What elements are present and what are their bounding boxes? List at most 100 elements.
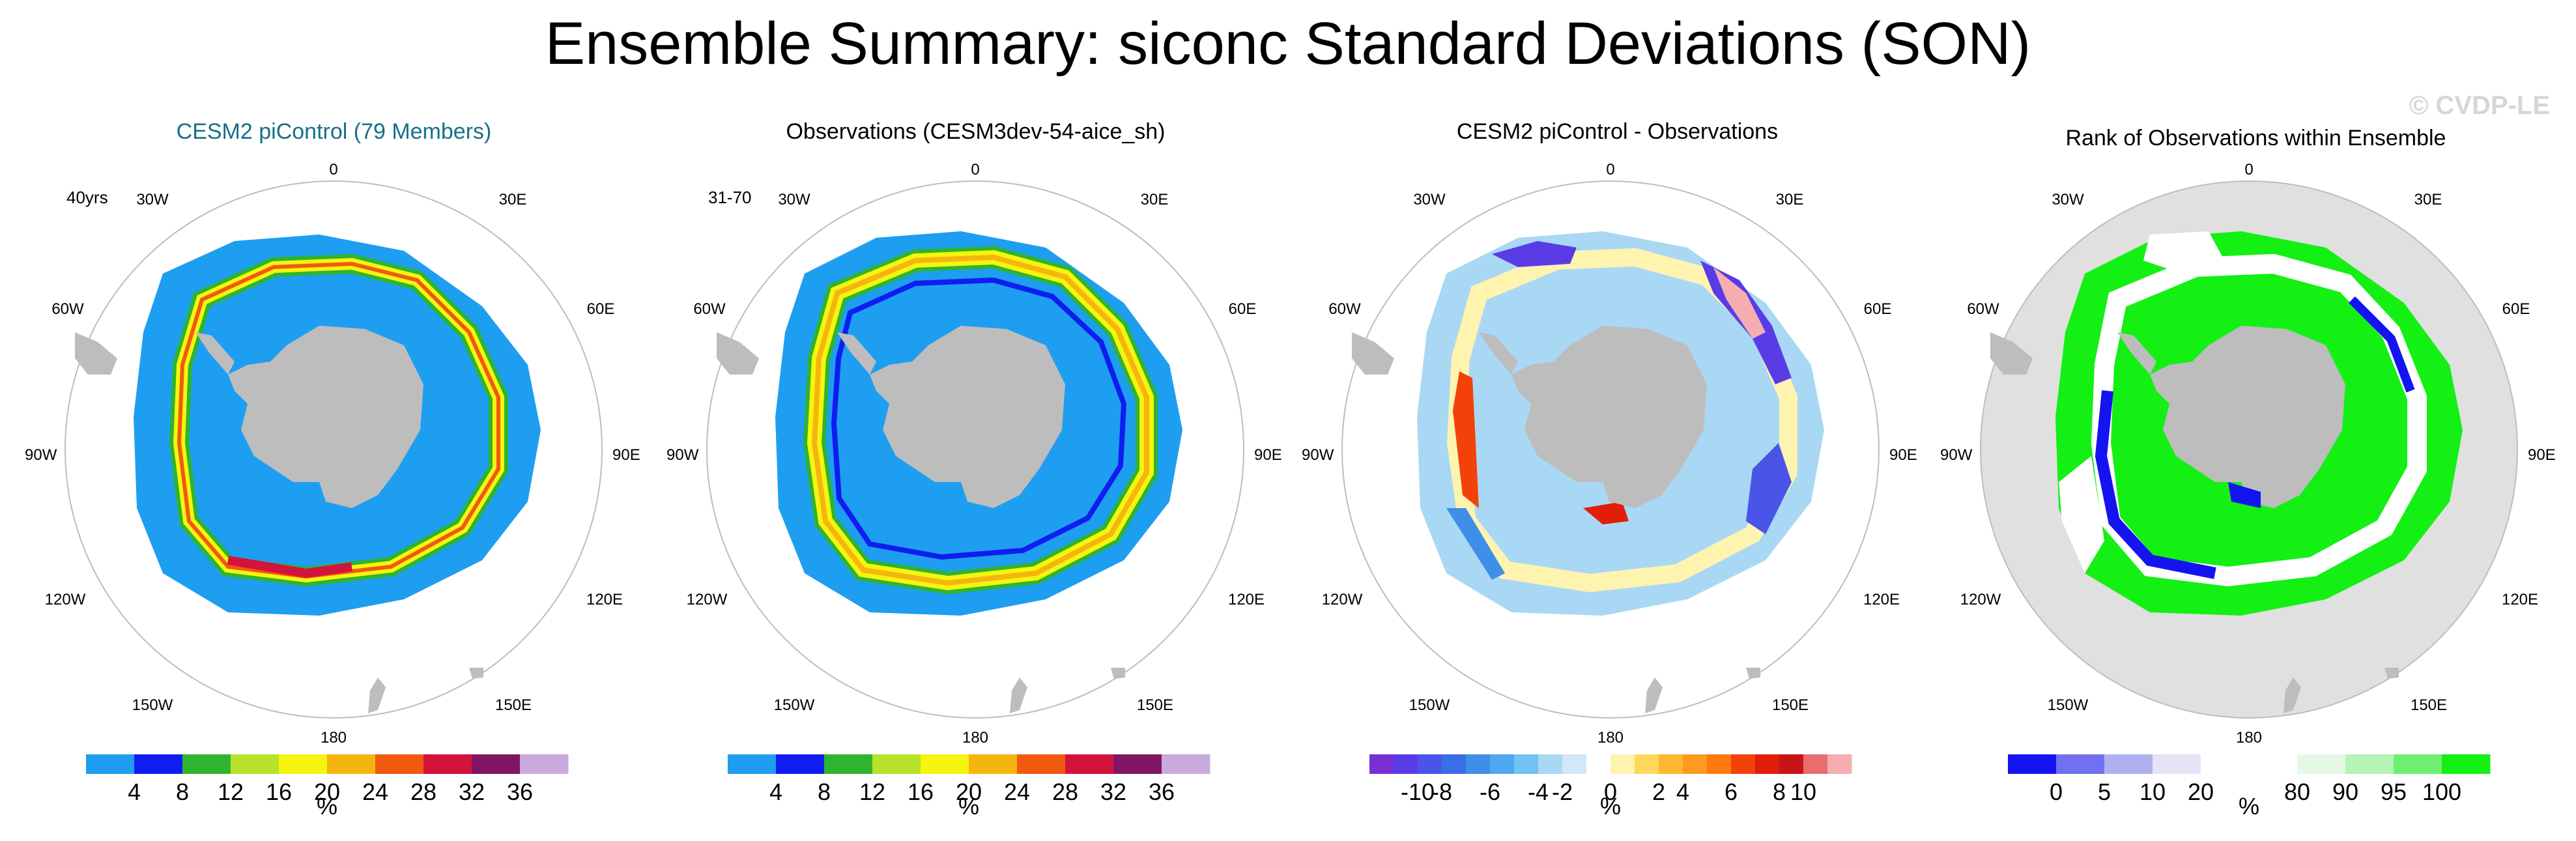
colorbar-swatch <box>1707 754 1732 774</box>
lon-label-60e: 60E <box>1864 300 1892 318</box>
colorbar-tick-label: 32 <box>459 778 485 805</box>
colorbar-swatch <box>2345 754 2394 774</box>
colorbar-swatch <box>1803 754 1828 774</box>
lon-label-60w: 60W <box>1967 300 1999 318</box>
diff-patch-blue <box>1746 443 1792 534</box>
colorbar-tick-label: 24 <box>362 778 388 805</box>
colorbar-swatch <box>1610 754 1635 774</box>
lon-label-0: 0 <box>971 161 979 178</box>
colorbar-swatch <box>2201 754 2250 774</box>
lon-label-150e: 150E <box>1772 696 1809 714</box>
colorbar-tick-label: 28 <box>410 778 436 805</box>
lon-label-120w: 120W <box>1960 591 2001 608</box>
rank-patch-blue <box>2228 482 2261 508</box>
colorbar-swatch <box>520 754 569 774</box>
lon-label-90e: 90E <box>1254 446 1282 464</box>
inner-ring-darkblue <box>831 277 1127 560</box>
colorbar-swatch <box>1538 754 1563 774</box>
page-title: Ensemble Summary: siconc Standard Deviat… <box>545 10 2031 77</box>
tasmania-land <box>2384 668 2399 679</box>
lon-label-120w: 120W <box>1322 591 1363 608</box>
colorbar-swatch <box>1586 754 1611 774</box>
lon-label-150w: 150W <box>774 696 815 714</box>
colorbar-tick-label: 10 <box>2140 778 2166 805</box>
rank-patch-blue <box>2349 296 2415 393</box>
tasmania-land <box>1111 668 1125 679</box>
rank-patch-white <box>2059 456 2104 573</box>
lon-label-150w: 150W <box>2048 696 2089 714</box>
lon-label-90w: 90W <box>666 446 699 464</box>
colorbar-swatch <box>728 754 777 774</box>
lon-label-120e: 120E <box>1863 591 1900 608</box>
colorbar-swatch <box>1659 754 1683 774</box>
colorbar-tick-label: 32 <box>1100 778 1126 805</box>
lon-label-60w: 60W <box>693 300 726 318</box>
lon-label-60e: 60E <box>1229 300 1257 318</box>
panel-subtitle: 40yrs <box>66 188 108 207</box>
south-america-land <box>75 332 117 375</box>
colorbar-tick-label: -2 <box>1552 778 1573 805</box>
colorbar-tick-label: 100 <box>2422 778 2461 805</box>
colorbar-tick-label: 10 <box>1790 778 1816 805</box>
colorbar-tick-label: 12 <box>218 778 244 805</box>
colorbar-swatch <box>1827 754 1852 774</box>
diff-patch-red <box>1453 371 1479 508</box>
colorbar-swatch <box>921 754 969 774</box>
south-america-land <box>717 332 759 375</box>
colorbar-tick-label: 36 <box>507 778 533 805</box>
lon-label-30e: 30E <box>2414 191 2442 208</box>
colorbar-tick-label: -10 <box>1401 778 1435 805</box>
colorbar-tick-label: 5 <box>2098 778 2111 805</box>
colorbar-tick-label: -6 <box>1480 778 1500 805</box>
panel-title: CESM2 piControl - Observations <box>1456 119 1779 144</box>
lon-label-180: 180 <box>2236 729 2262 747</box>
variance-peak <box>227 556 352 578</box>
panel-rank: Rank of Observations within Ensemble 0 1… <box>1935 117 2576 834</box>
colorbar-swatch <box>231 754 279 774</box>
colorbar-swatch <box>86 754 135 774</box>
antarctica-land <box>228 326 423 508</box>
lon-label-30w: 30W <box>1413 191 1446 208</box>
colorbar-swatch <box>423 754 472 774</box>
polar-map: 0 180 30W 30E 60W 60E 90W 90E 120W 120E … <box>666 161 1282 820</box>
colorbar-tick-label: 95 <box>2381 778 2407 805</box>
colorbar-swatch <box>1162 754 1210 774</box>
polar-map: 0 180 30W 30E 60W 60E 90W 90E 120W 120E … <box>25 161 640 820</box>
colorbar-swatch <box>1490 754 1515 774</box>
new-zealand-land <box>368 677 386 713</box>
peninsula-land <box>1479 332 1518 375</box>
colorbar-tick-label: 20 <box>2188 778 2214 805</box>
panel-title: Observations (CESM3dev-54-aice_sh) <box>786 119 1166 144</box>
peninsula-land <box>2117 332 2156 375</box>
lon-label-150e: 150E <box>2411 696 2447 714</box>
colorbar-swatch <box>182 754 231 774</box>
colorbar-swatch <box>134 754 183 774</box>
colorbar-tick-label: 4 <box>769 778 782 805</box>
colorbar-swatch <box>2297 754 2346 774</box>
colorbar-swatch <box>872 754 921 774</box>
lon-label-120e: 120E <box>1228 591 1265 608</box>
lon-label-30e: 30E <box>1776 191 1804 208</box>
lon-label-90w: 90W <box>1302 446 1334 464</box>
lon-label-180: 180 <box>962 729 988 747</box>
colorbar-swatch <box>1418 754 1442 774</box>
lon-label-150e: 150E <box>495 696 532 714</box>
south-america-land <box>1990 332 2033 375</box>
panel-diff: CESM2 piControl - Observations 0 180 30W… <box>1296 117 1938 834</box>
lon-label-120e: 120E <box>2502 591 2538 608</box>
polar-map: 0 180 30W 30E 60W 60E 90W 90E 120W 120E … <box>1302 161 1917 820</box>
colorbar: 0 5 10 20 80 90 95 100 <box>2008 754 2491 805</box>
antarctica-land <box>1511 326 1707 508</box>
lon-label-30w: 30W <box>136 191 169 208</box>
colorbar-swatch <box>2008 754 2057 774</box>
antarctica-land <box>2150 326 2345 508</box>
colorbar-swatch <box>1065 754 1114 774</box>
colorbar-tick-label: 8 <box>1773 778 1786 805</box>
lon-label-90e: 90E <box>2528 446 2556 464</box>
lon-label-150w: 150W <box>1409 696 1450 714</box>
colorbar-swatch <box>2394 754 2442 774</box>
lon-label-60e: 60E <box>587 300 615 318</box>
colorbar-tick-label: 0 <box>1604 778 1617 805</box>
colorbar-tick-label: 0 <box>2050 778 2063 805</box>
colorbar-swatch <box>2104 754 2153 774</box>
